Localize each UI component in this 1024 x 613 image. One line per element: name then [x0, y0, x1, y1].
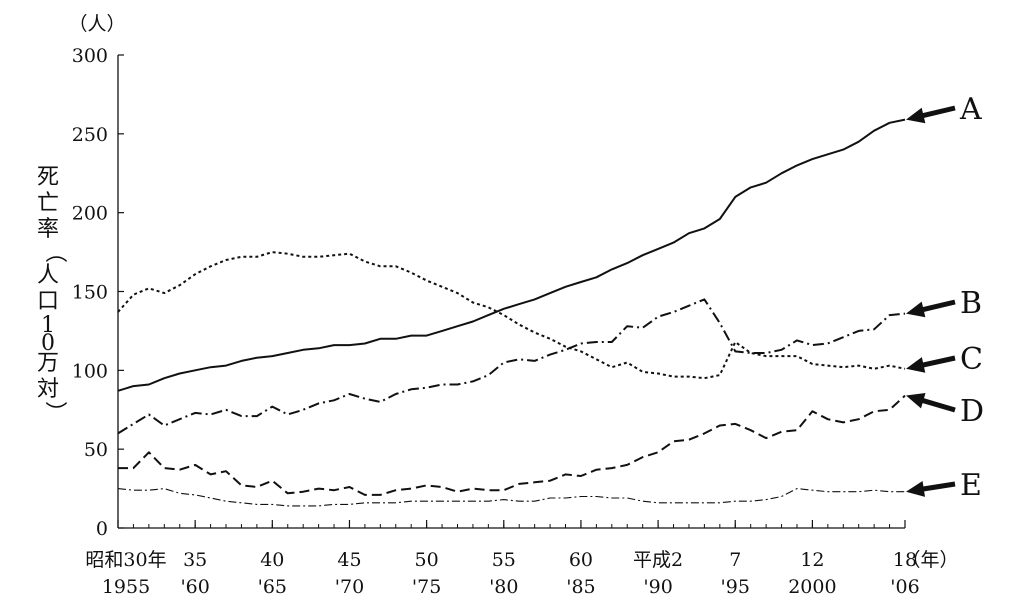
x-tick-label-year: '60: [180, 576, 209, 598]
arrowhead-A: [906, 107, 926, 124]
labels-layer: A BCD E: [906, 92, 984, 503]
x-tick-label-year: '06: [890, 576, 919, 598]
series-label-E: E: [960, 468, 982, 503]
x-tick-label-year: '75: [412, 576, 441, 598]
x-tick-label-year: '85: [566, 576, 595, 598]
y-axis-title-char: 1: [41, 313, 55, 338]
arrow-B: [919, 299, 956, 313]
x-tick-label-year: '65: [258, 576, 287, 598]
x-tick-label-era: 35: [183, 549, 207, 571]
y-tick-label: 200: [72, 203, 108, 225]
x-tick-label-year: 1955: [102, 576, 150, 598]
arrowhead-E: [906, 481, 926, 497]
series-line-C: [117, 251, 906, 380]
x-tick-label-era: 55: [492, 549, 516, 571]
series-layer: [117, 118, 906, 507]
series-line-E: [117, 488, 905, 507]
x-tick-label-era: 40: [260, 549, 284, 571]
y-tick-label: 0: [96, 518, 108, 540]
arrowhead-B: [906, 301, 926, 318]
y-axis-title-char: （: [42, 241, 67, 263]
y-axis-title-char: 率: [37, 217, 59, 242]
series-label-D: D: [960, 394, 984, 429]
y-tick-label: 250: [72, 124, 108, 146]
y-axis-title-char: 亡: [37, 191, 59, 216]
series-label-B: B: [960, 286, 982, 321]
y-axis-title-char: 人: [37, 263, 59, 288]
x-tick-label-era: 18: [893, 549, 917, 571]
x-tick-label-era: 昭和30年: [85, 549, 166, 571]
x-tick-label-era: 12: [800, 549, 824, 571]
y-axis-title-char: 口: [37, 289, 59, 314]
x-tick-label-era: 平成2: [633, 549, 683, 571]
y-axis-title-char: 0: [41, 331, 55, 356]
x-tick-label-era: 45: [337, 549, 361, 571]
y-tick-label: 100: [72, 360, 108, 382]
arrowhead-D: [906, 392, 926, 409]
y-unit-label: （人）: [68, 13, 125, 35]
arrowhead-C: [906, 357, 926, 373]
series-line-B: [117, 298, 906, 435]
x-tick-label-year: 2000: [788, 576, 836, 598]
axes: 050100150200250300（人）死亡率（人口10万対）昭和30年195…: [37, 13, 959, 598]
x-tick-label-era: 60: [569, 549, 593, 571]
arrow-A: [919, 105, 956, 119]
x-tick-label-era: 7: [729, 549, 741, 571]
series-label-A: A: [959, 92, 982, 127]
series-line-D: [118, 394, 906, 496]
x-unit-label: （年）: [901, 549, 958, 571]
y-tick-label: 50: [84, 439, 108, 461]
x-tick-label-era: 50: [415, 549, 439, 571]
y-axis-title-char: 対: [37, 377, 59, 402]
x-tick-label-year: '95: [721, 576, 750, 598]
series-label-C: C: [960, 342, 983, 377]
y-axis-title-char: 死: [37, 165, 59, 190]
y-tick-label: 150: [72, 282, 108, 304]
arrow-D: [919, 397, 956, 413]
y-axis-title-char: ）: [42, 401, 67, 423]
y-axis-title-char: 万: [37, 351, 59, 376]
arrow-E: [919, 481, 956, 492]
y-tick-label: 300: [72, 45, 108, 67]
x-tick-label-year: '80: [489, 576, 518, 598]
x-tick-label-year: '90: [643, 576, 672, 598]
arrow-C: [919, 355, 956, 369]
x-tick-label-year: '70: [335, 576, 364, 598]
series-line-A: [117, 118, 906, 392]
